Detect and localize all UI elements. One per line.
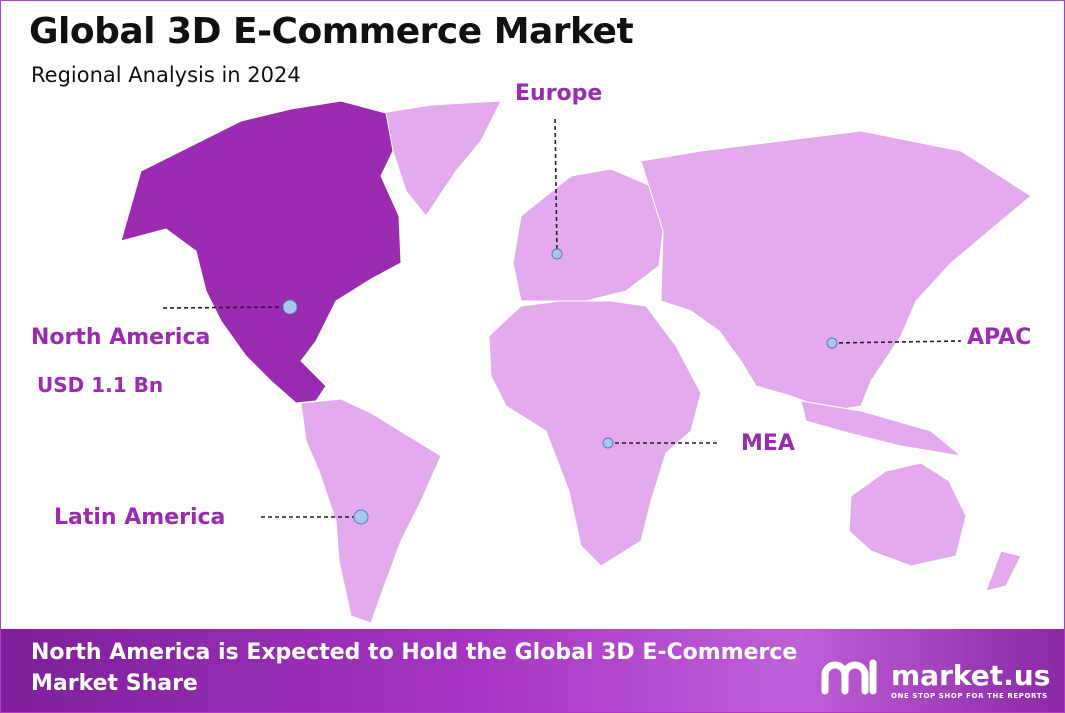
logo-icon	[821, 659, 877, 695]
new-zealand	[985, 550, 1022, 592]
leaders	[162, 118, 962, 518]
continents	[300, 100, 1032, 624]
footer-text: North America is Expected to Hold the Gl…	[31, 640, 798, 696]
leader-line	[831, 340, 962, 344]
marker	[282, 299, 298, 315]
title: Global 3D E-Commerce Market	[29, 11, 634, 52]
marker	[602, 437, 614, 449]
marker	[551, 248, 563, 260]
subtitle: Regional Analysis in 2024	[31, 63, 301, 87]
footer-banner: North America is Expected to Hold the Gl…	[1, 629, 1064, 712]
region-label: Europe	[515, 81, 603, 106]
north-america	[120, 100, 402, 404]
europe	[512, 168, 664, 302]
greenland	[380, 100, 502, 217]
asia	[640, 130, 1032, 412]
southeast-asia	[800, 400, 963, 457]
region-value: USD 1.1 Bn	[37, 373, 164, 397]
logo-name: market.us	[891, 659, 1051, 692]
africa	[488, 300, 702, 567]
region-label: APAC	[967, 325, 1032, 350]
region-label: MEA	[741, 431, 795, 456]
australia	[848, 462, 967, 567]
south-america	[300, 398, 442, 624]
markers	[282, 248, 838, 525]
world-map	[120, 100, 1032, 624]
logo-tagline: ONE STOP SHOP FOR THE REPORTS	[891, 692, 1048, 700]
leader-line	[554, 118, 558, 255]
region-label: North America	[31, 325, 211, 350]
marker	[353, 509, 369, 525]
marker	[826, 337, 838, 349]
logo-mark	[821, 659, 877, 695]
region-label: Latin America	[54, 505, 226, 530]
leader-line	[162, 306, 291, 309]
